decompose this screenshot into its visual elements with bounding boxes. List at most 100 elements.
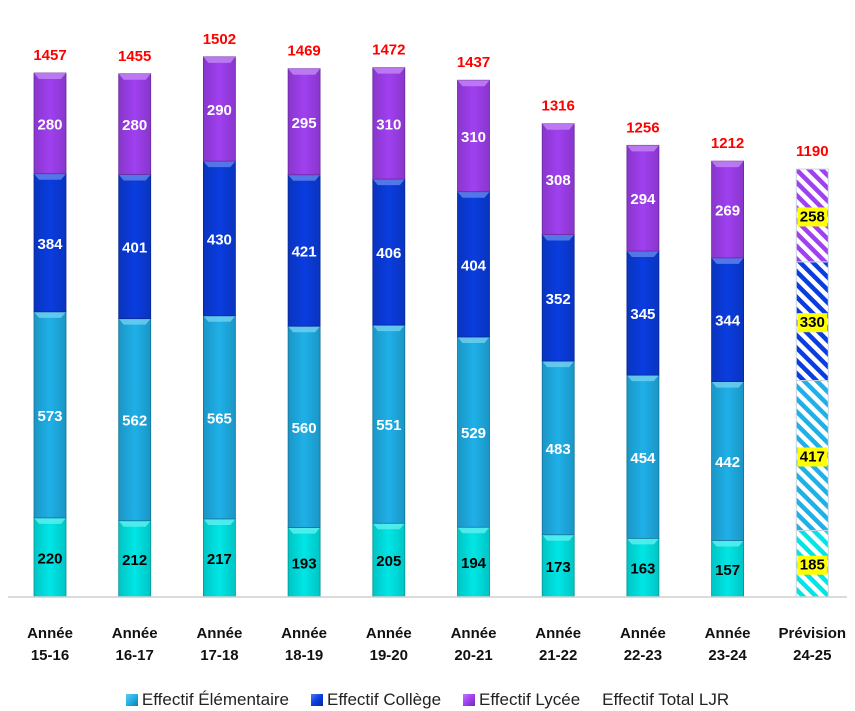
x-tick-labels: Année 15-16 Année 16-17 Année 17-18 Année 18-19…: [27, 625, 846, 664]
total-label-1: 1455: [118, 48, 151, 65]
x-tick-label-2-1: 17-18: [200, 647, 238, 664]
bar-bevel-elementaire-low-8: [711, 540, 744, 547]
legend-swatch-icon: [463, 694, 476, 706]
data-label-lycee-3: 295: [292, 115, 317, 132]
bar-bevel-college-5: [457, 191, 490, 198]
data-label-elementaire-low-9: 185: [800, 557, 825, 574]
forecast-label-bg-1: [797, 447, 828, 467]
legend-label: Effectif Total LJR: [602, 690, 730, 709]
legend-label: Effectif Collège: [327, 690, 442, 709]
x-tick-label-7-1: 22-23: [624, 647, 662, 664]
bar-bevel-lycee-6: [542, 123, 575, 130]
legend-swatch-icon: [311, 694, 323, 706]
x-tick-label-9-0: Prévision: [779, 625, 847, 642]
data-label-lycee-5: 310: [461, 129, 486, 146]
data-label-college-0: 384: [37, 236, 63, 253]
bar-lycee-4: [372, 67, 406, 180]
data-label-lycee-1: 280: [122, 117, 147, 134]
data-label-elementaire-low-1: 212: [122, 552, 147, 569]
total-label-2: 1502: [203, 31, 236, 48]
legend-item-3: Effectif Total LJR: [602, 690, 729, 710]
data-label-elementaire-low-4: 205: [376, 553, 401, 570]
x-tick-label-1-0: Année: [112, 625, 158, 642]
bar-bevel-lycee-8: [711, 161, 744, 168]
bar-elementaire-low-4: [372, 522, 406, 598]
bar-bevel-elementaire-high-7: [626, 375, 659, 382]
bar-bevel-elementaire-low-7: [626, 538, 659, 545]
total-label-3: 1469: [287, 43, 320, 60]
bar-lycee-8: [711, 160, 744, 259]
bar-bevel-lycee-5: [457, 80, 490, 87]
x-tick-label-4-1: 19-20: [370, 647, 408, 664]
bar-elementaire-low-0: [33, 517, 67, 598]
legend-item-1: Effectif Collège: [311, 690, 441, 710]
data-label-college-3: 421: [292, 244, 317, 261]
bar-bevel-college-0: [34, 173, 66, 180]
legend-swatch-icon: [125, 694, 138, 706]
bar-bevel-elementaire-high-0: [34, 311, 66, 318]
data-label-elementaire-low-0: 220: [37, 550, 62, 567]
bar-college-6: [541, 234, 575, 362]
x-tick-label-1-1: 16-17: [116, 647, 154, 664]
bar-elementaire-low-7: [626, 537, 660, 598]
data-label-elementaire-low-8: 157: [715, 562, 740, 579]
bar-lycee-5: [457, 79, 490, 193]
bar-bevel-elementaire-low-0: [34, 517, 66, 524]
x-tick-label-6-1: 21-22: [539, 647, 577, 664]
x-tick-label-5-0: Année: [451, 625, 497, 642]
data-label-elementaire-high-3: 560: [292, 420, 317, 437]
bar-elementaire-high-2: [202, 315, 236, 520]
bar-college-1: [118, 174, 152, 320]
x-tick-label-6-0: Année: [535, 625, 581, 642]
bar-elementaire-high-1: [118, 318, 152, 522]
data-label-lycee-2: 290: [207, 102, 232, 119]
legend: Effectif Élémentaire Effectif Collège Effe…: [0, 690, 855, 710]
x-tick-label-2-0: Année: [196, 625, 242, 642]
bar-bevel-lycee-2: [203, 56, 236, 63]
data-label-elementaire-high-1: 562: [122, 413, 147, 430]
data-label-college-5: 404: [461, 257, 487, 274]
x-tick-label-9-1: 24-25: [793, 647, 831, 664]
bar-bevel-elementaire-low-2: [203, 518, 236, 525]
bar-elementaire-high-4: [372, 324, 406, 524]
bar-lycee-6: [541, 123, 575, 235]
data-label-elementaire-low-6: 173: [546, 559, 571, 576]
bar-bevel-elementaire-high-4: [372, 325, 405, 332]
data-label-elementaire-high-8: 442: [715, 454, 740, 471]
data-label-elementaire-high-0: 573: [37, 408, 62, 425]
x-tick-label-8-1: 23-24: [708, 647, 747, 664]
data-label-lycee-9: 258: [800, 208, 825, 225]
bar-bevel-college-7: [626, 251, 659, 258]
bars-group: 220 573 384 280 212 562 401 280 217 565 430 290 193 5…: [33, 56, 829, 598]
data-label-college-2: 430: [207, 231, 232, 248]
bar-bevel-elementaire-high-3: [288, 326, 321, 333]
bar-bevel-elementaire-low-4: [372, 523, 405, 530]
data-label-lycee-7: 294: [630, 191, 656, 208]
data-label-elementaire-high-4: 551: [376, 417, 401, 434]
total-labels: 1457 1455 1502 1469 1472 1437 1316 1256 1212 1190: [33, 31, 828, 160]
data-label-lycee-8: 269: [715, 203, 740, 220]
bar-bevel-lycee-1: [118, 73, 151, 80]
x-tick-label-3-1: 18-19: [285, 647, 323, 664]
bar-college-5: [457, 191, 490, 338]
bar-elementaire-low-6: [541, 534, 575, 598]
data-label-elementaire-high-6: 483: [546, 441, 571, 458]
legend-label: Effectif Élémentaire: [141, 690, 289, 709]
bar-bevel-elementaire-low-6: [542, 534, 575, 541]
legend-item-2: Effectif Lycée: [463, 690, 580, 710]
data-label-college-8: 344: [715, 313, 741, 330]
total-label-5: 1437: [457, 54, 490, 71]
bar-college-4: [372, 178, 406, 326]
bar-bevel-elementaire-high-6: [542, 361, 575, 368]
bar-bevel-elementaire-low-1: [118, 520, 151, 527]
bar-lycee-2: [202, 56, 236, 162]
x-tick-label-4-0: Année: [366, 625, 412, 642]
x-tick-label-5-1: 20-21: [454, 647, 492, 664]
data-label-college-4: 406: [376, 245, 401, 262]
data-label-college-7: 345: [630, 306, 655, 323]
total-label-0: 1457: [33, 47, 66, 64]
bar-bevel-college-4: [372, 179, 405, 186]
total-label-6: 1316: [542, 98, 575, 115]
bar-bevel-lycee-4: [372, 67, 405, 74]
bar-lycee-7: [626, 144, 660, 252]
